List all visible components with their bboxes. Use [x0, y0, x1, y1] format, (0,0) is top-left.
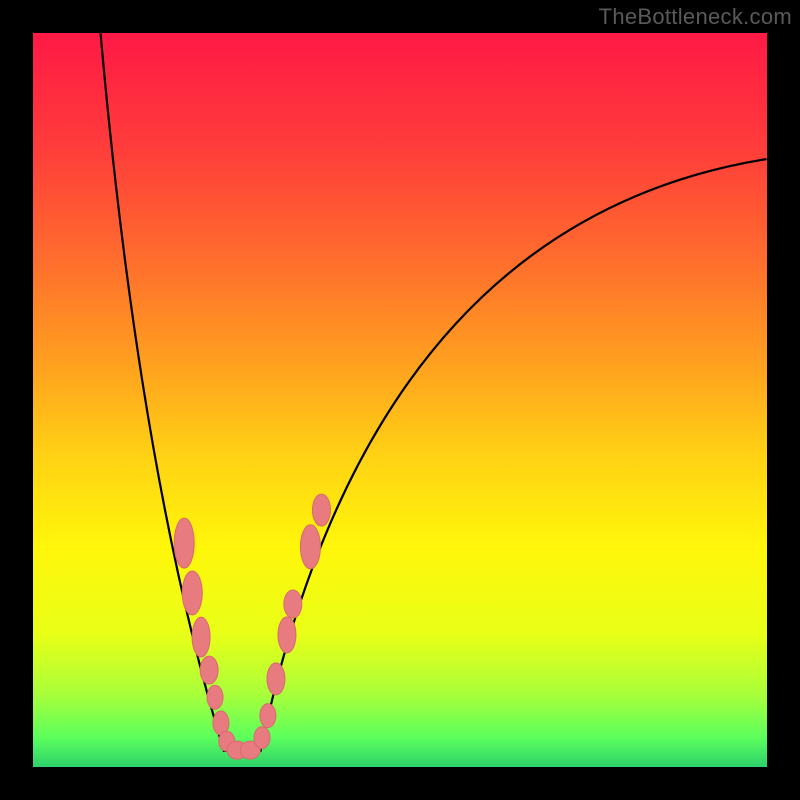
data-marker — [267, 663, 285, 695]
data-marker — [182, 571, 202, 615]
data-marker — [174, 518, 194, 568]
data-marker — [200, 656, 218, 684]
data-marker — [192, 617, 210, 657]
data-marker — [254, 727, 270, 749]
chart-container: TheBottleneck.com — [0, 0, 800, 800]
plot-background — [33, 33, 767, 767]
data-marker — [278, 617, 296, 653]
chart-svg — [0, 0, 800, 800]
data-marker — [300, 525, 320, 569]
watermark-text: TheBottleneck.com — [599, 4, 792, 30]
data-marker — [284, 590, 302, 618]
data-marker — [260, 704, 276, 728]
data-marker — [207, 685, 223, 709]
data-marker — [312, 494, 330, 526]
